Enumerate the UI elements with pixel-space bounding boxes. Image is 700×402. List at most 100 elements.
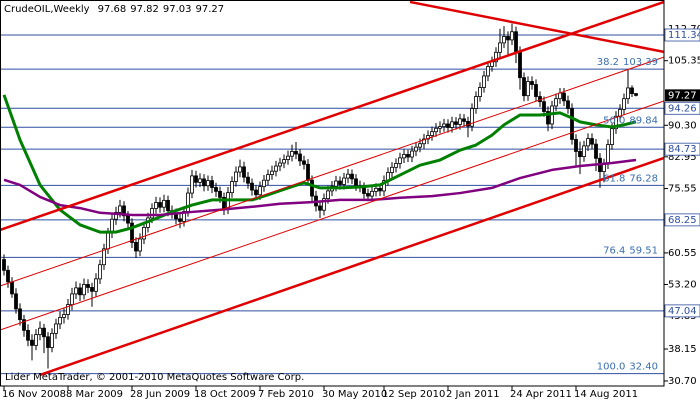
fib-price: 59.51 bbox=[629, 245, 658, 256]
candle-body bbox=[630, 87, 634, 95]
level-label: 94.26 bbox=[668, 103, 697, 114]
candle-body bbox=[258, 186, 262, 196]
candle-body bbox=[54, 323, 58, 334]
fib-label: 100.0 32.40 bbox=[597, 362, 658, 373]
candle-body bbox=[30, 339, 34, 346]
candle-body bbox=[162, 199, 166, 208]
moving-average bbox=[2, 94, 637, 234]
candle-body bbox=[350, 173, 354, 180]
candle-body bbox=[626, 87, 630, 100]
candle-body bbox=[478, 87, 482, 97]
candle-body bbox=[70, 293, 74, 306]
open-value: 97.68 bbox=[98, 4, 127, 15]
candle-body bbox=[526, 81, 530, 97]
candle-body bbox=[50, 332, 54, 348]
lines-layer bbox=[0, 0, 664, 377]
candle-body bbox=[506, 36, 510, 41]
y-tick-label: 105.35 bbox=[668, 56, 700, 67]
x-tick-label: 28 Jun 2009 bbox=[130, 389, 190, 400]
candle-body bbox=[354, 178, 358, 187]
candle-body bbox=[578, 151, 582, 157]
candle-body bbox=[454, 121, 458, 125]
candle-body bbox=[78, 287, 82, 296]
candle-body bbox=[322, 198, 326, 211]
low-value: 97.03 bbox=[163, 4, 192, 15]
candle-body bbox=[254, 189, 258, 196]
candle-body bbox=[270, 170, 274, 176]
candle-body bbox=[250, 182, 254, 191]
candle-body bbox=[218, 190, 222, 198]
x-tick-label: 8 Mar 2009 bbox=[66, 389, 123, 400]
fib-label: 76.4 59.51 bbox=[603, 245, 658, 256]
candle-body bbox=[298, 153, 302, 162]
candle-body bbox=[542, 101, 546, 112]
level-box bbox=[664, 28, 700, 42]
x-tick-label: 30 May 2010 bbox=[322, 389, 387, 400]
candle-body bbox=[126, 215, 130, 224]
y-tick-label: 90.30 bbox=[668, 120, 697, 131]
candle-body bbox=[458, 118, 462, 125]
candle-body bbox=[130, 222, 134, 243]
candle-body bbox=[518, 51, 522, 79]
candle-body bbox=[398, 157, 402, 164]
labels-layer: 30.7038.1545.8553.2060.5575.5582.9590.30… bbox=[2, 24, 700, 400]
candle-body bbox=[310, 179, 314, 197]
candle-body bbox=[418, 143, 422, 148]
candle-body bbox=[134, 242, 138, 252]
candle-body bbox=[430, 131, 434, 136]
candle-body bbox=[450, 121, 454, 128]
candle-body bbox=[402, 154, 406, 159]
candle-body bbox=[634, 93, 638, 96]
level-box bbox=[664, 304, 700, 318]
fib-price: 89.84 bbox=[629, 115, 658, 126]
candle-body bbox=[166, 199, 170, 212]
candle-body bbox=[42, 327, 46, 338]
candle-body bbox=[10, 281, 14, 295]
candle-body bbox=[34, 334, 38, 346]
candle-body bbox=[234, 171, 238, 182]
y-tick-label: 38.15 bbox=[668, 344, 697, 355]
trend-line bbox=[409, 0, 664, 54]
candle-body bbox=[594, 143, 598, 159]
candle-body bbox=[502, 36, 506, 44]
plot-frame bbox=[0, 0, 665, 387]
high-value: 97.82 bbox=[130, 4, 159, 15]
candle-body bbox=[306, 163, 310, 181]
candle-body bbox=[90, 287, 94, 292]
candle-body bbox=[334, 180, 338, 187]
candle-body bbox=[482, 75, 486, 88]
candle-body bbox=[150, 208, 154, 219]
candle-body bbox=[474, 96, 478, 109]
candle-body bbox=[622, 98, 626, 110]
candle-body bbox=[486, 66, 490, 77]
candle-body bbox=[154, 202, 158, 209]
candle-body bbox=[186, 192, 190, 212]
candle-body bbox=[246, 176, 250, 184]
candle-body bbox=[426, 135, 430, 140]
trend-line bbox=[39, 156, 664, 377]
candle-body bbox=[534, 84, 538, 97]
x-tick-label: 16 Nov 2008 bbox=[2, 389, 66, 400]
candle-body bbox=[582, 145, 586, 157]
candle-body bbox=[194, 175, 198, 183]
candle-body bbox=[230, 181, 234, 194]
candle-body bbox=[38, 327, 42, 336]
candle-body bbox=[614, 115, 618, 130]
fib-ratio: 50.0 bbox=[603, 115, 625, 126]
level-box bbox=[664, 213, 700, 227]
candle-body bbox=[530, 81, 534, 85]
fib-label: 38.2 103.39 bbox=[597, 57, 658, 68]
fib-label: 50.0 89.84 bbox=[603, 115, 658, 126]
y-tick-label: 53.20 bbox=[668, 279, 697, 290]
candle-body bbox=[266, 174, 270, 181]
candle-body bbox=[106, 232, 110, 250]
candle-body bbox=[470, 108, 474, 127]
current-price: 97.27 bbox=[668, 90, 697, 101]
candle-body bbox=[282, 159, 286, 164]
candle-body bbox=[82, 284, 86, 296]
y-tick-label: 75.55 bbox=[668, 184, 697, 195]
candle-body bbox=[118, 205, 122, 213]
candle-body bbox=[366, 193, 370, 197]
candle-body bbox=[566, 100, 570, 109]
